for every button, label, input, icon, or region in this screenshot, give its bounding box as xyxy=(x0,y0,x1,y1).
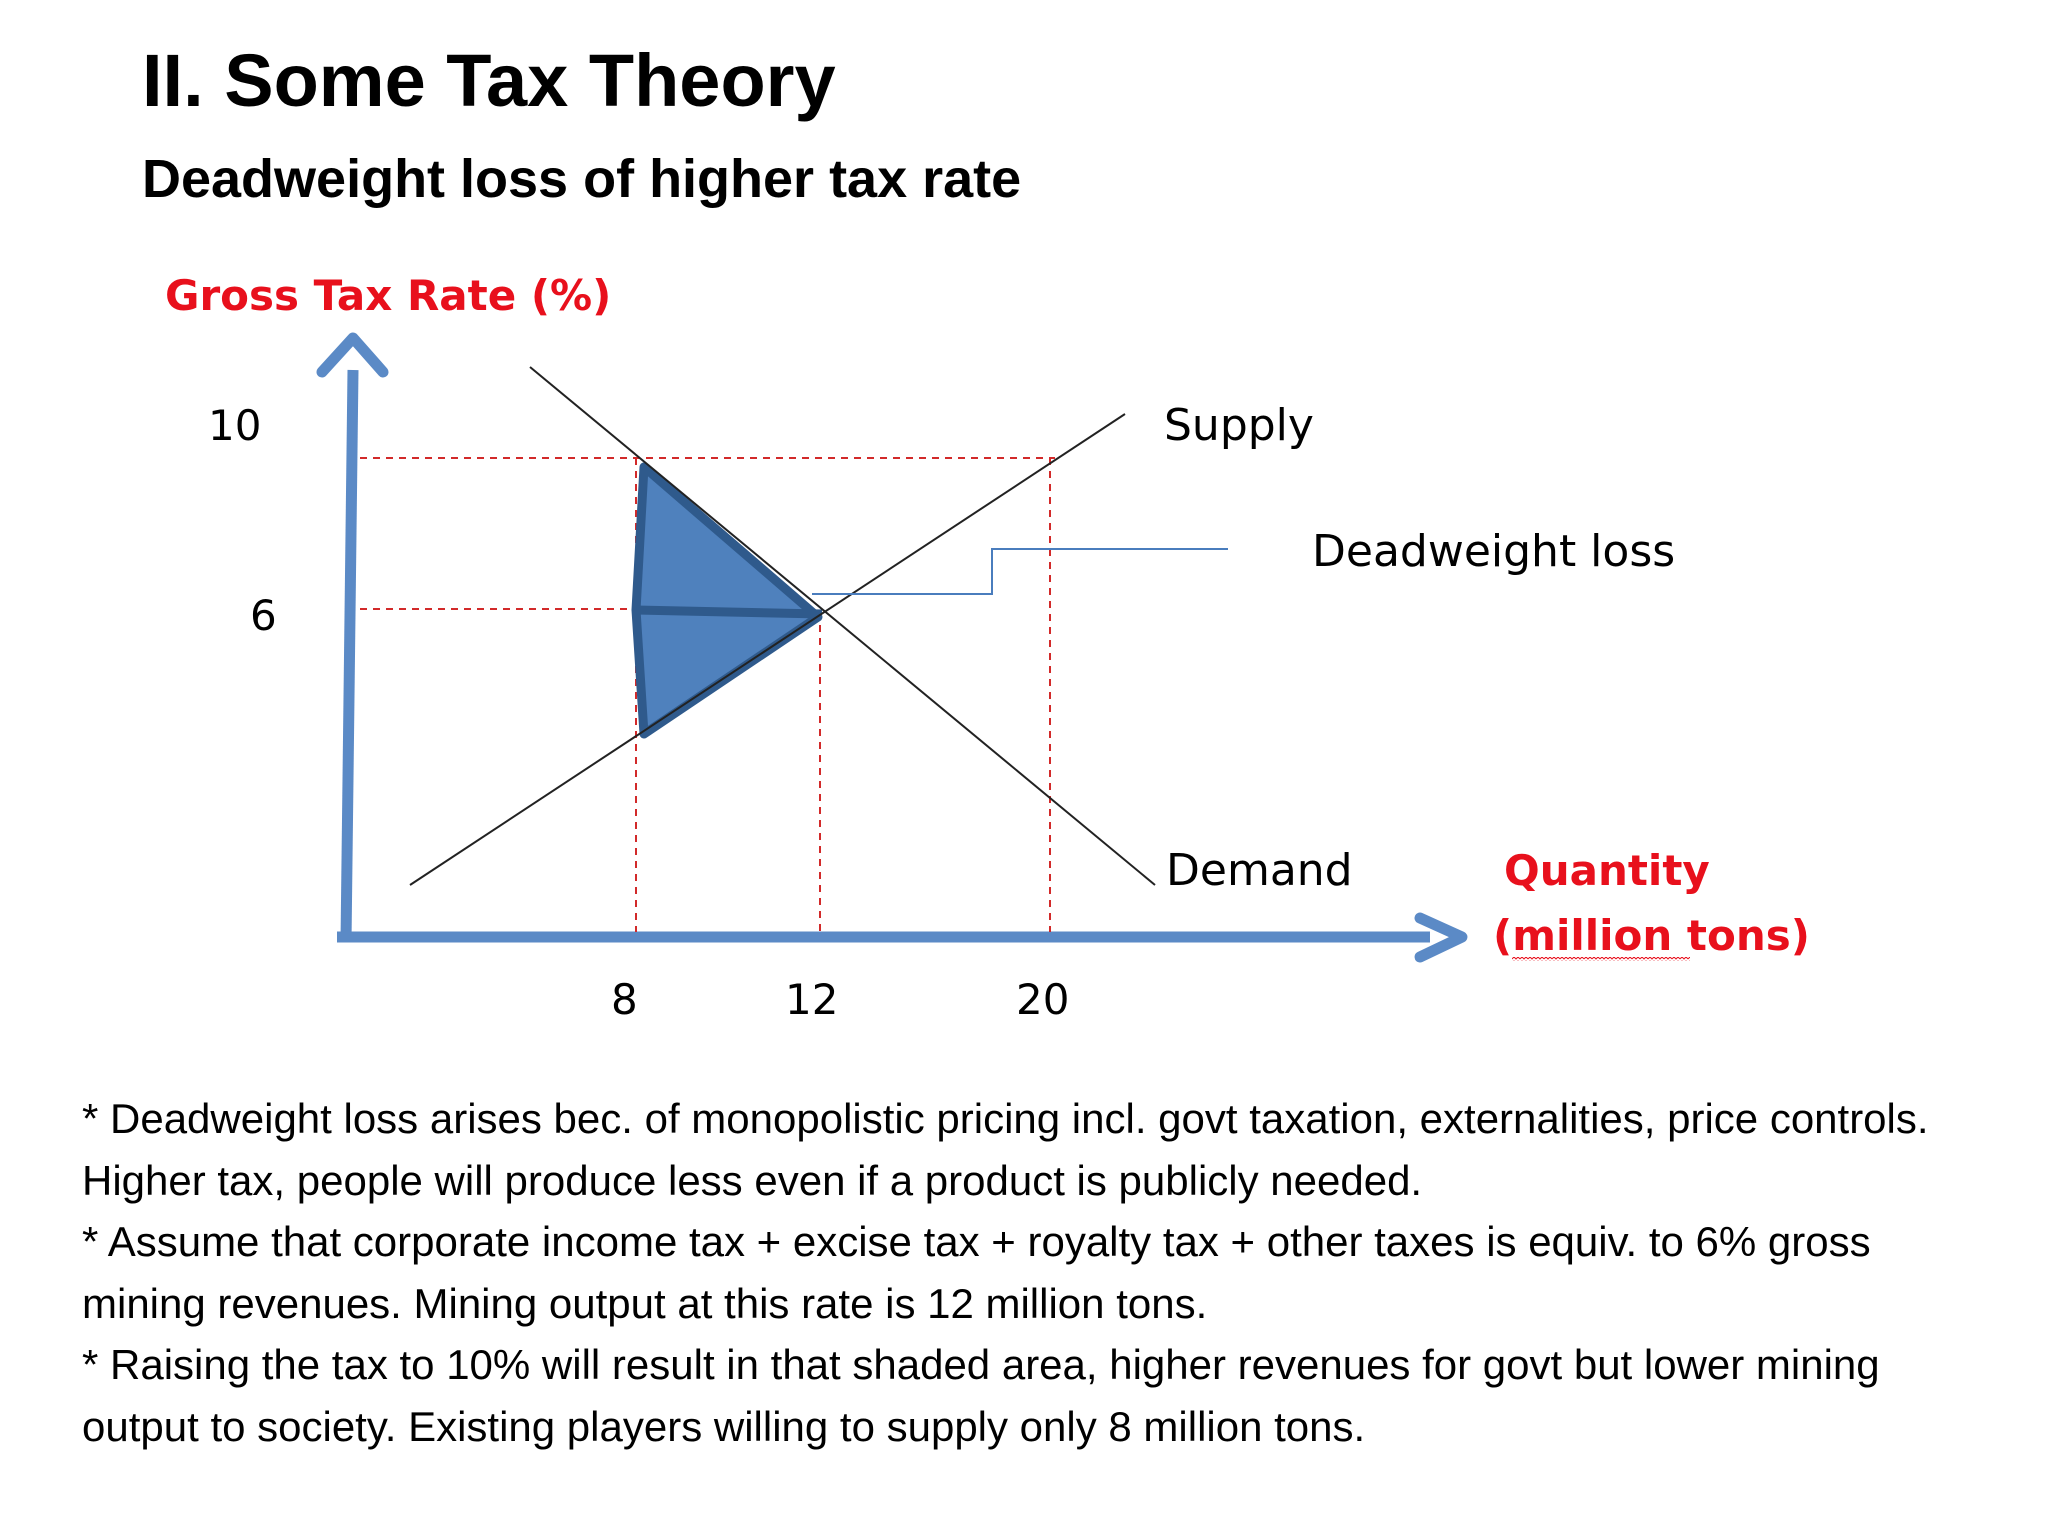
bullet-item: * Raising the tax to 10% will result in … xyxy=(82,1341,1880,1450)
demand-label: Demand xyxy=(1166,845,1353,896)
demand-line xyxy=(529,366,1156,886)
y-axis-label: Gross Tax Rate (%) xyxy=(165,271,611,320)
dwl-callout-line xyxy=(812,548,1228,595)
dwl-triangle xyxy=(631,462,823,739)
axes xyxy=(316,332,1468,963)
y-tick-10: 10 xyxy=(208,401,261,450)
slide-title: II. Some Tax Theory xyxy=(142,39,836,122)
guide-lines xyxy=(360,457,1055,932)
bullet-item: * Assume that corporate income tax + exc… xyxy=(82,1218,1871,1327)
y-axis-arrowhead xyxy=(316,332,389,378)
slide-subtitle: Deadweight loss of higher tax rate xyxy=(142,149,1022,209)
spellcheck-underline xyxy=(1512,957,1690,961)
bullet-item: * Deadweight loss arises bec. of monopol… xyxy=(82,1095,1929,1204)
deadweight-loss-label: Deadweight loss xyxy=(1312,526,1675,577)
x-tick-12: 12 xyxy=(785,975,838,1024)
supply-line xyxy=(409,413,1126,886)
y-tick-6: 6 xyxy=(250,591,277,640)
dwl-midline xyxy=(635,605,823,619)
bullet-list: * Deadweight loss arises bec. of monopol… xyxy=(82,1088,2002,1457)
deadweight-loss-chart: Gross Tax Rate (%) Supply Deadweight los… xyxy=(165,271,1810,1024)
x-tick-20: 20 xyxy=(1016,975,1069,1024)
x-axis-arrowhead xyxy=(1414,912,1468,963)
supply-label: Supply xyxy=(1164,400,1314,451)
x-axis-label-line1: Quantity xyxy=(1504,846,1710,895)
x-tick-8: 8 xyxy=(611,975,638,1024)
y-axis xyxy=(340,369,359,943)
x-axis-label-line2: (million tons) xyxy=(1493,911,1810,960)
